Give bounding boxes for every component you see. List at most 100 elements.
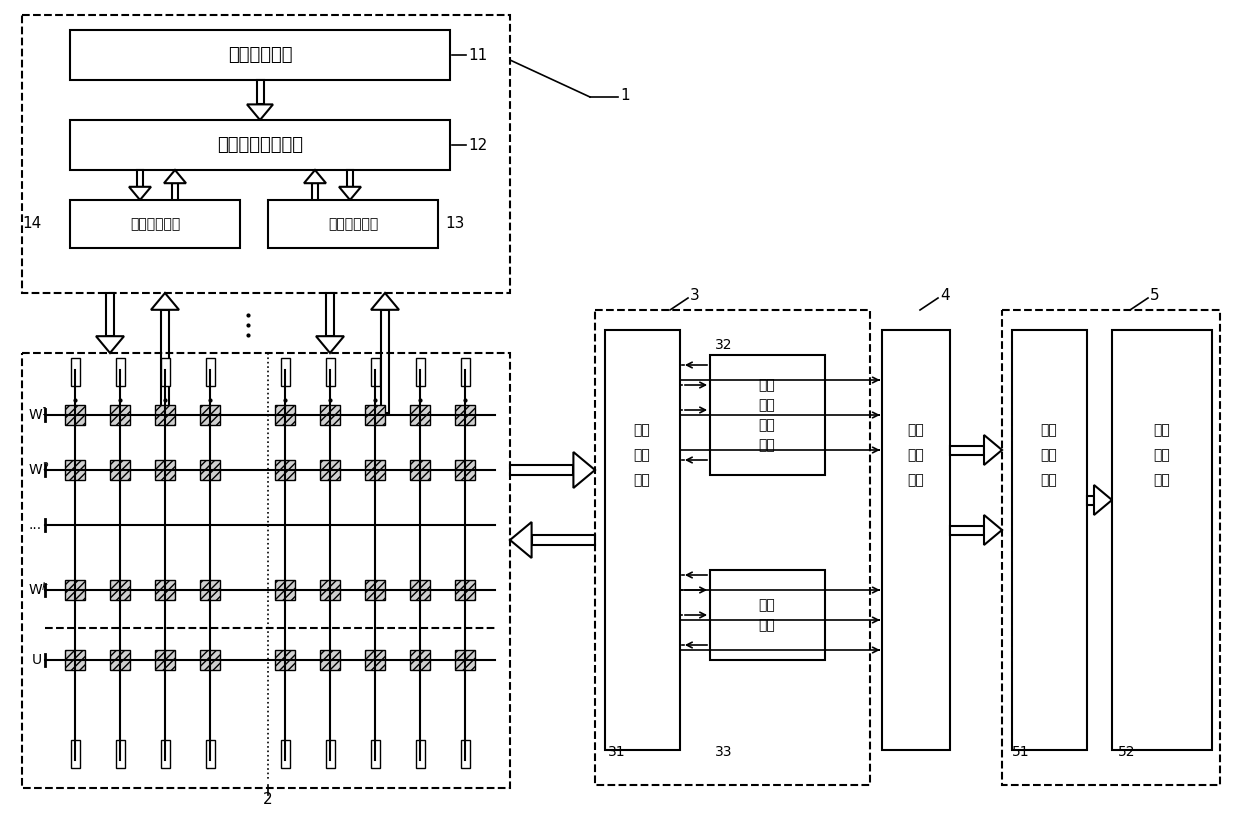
Bar — [325, 358, 335, 386]
Bar — [1112, 330, 1211, 750]
Text: 2: 2 — [263, 792, 273, 808]
Polygon shape — [1094, 485, 1112, 515]
Text: 12: 12 — [467, 138, 487, 152]
Bar — [22, 353, 510, 788]
Bar — [69, 200, 241, 248]
Text: U: U — [32, 653, 42, 667]
Bar — [64, 580, 86, 600]
Text: 3: 3 — [689, 288, 699, 302]
Bar — [410, 580, 430, 600]
Polygon shape — [95, 337, 124, 353]
Bar — [410, 405, 430, 425]
Text: 单元: 单元 — [634, 473, 650, 487]
Text: 1: 1 — [42, 407, 48, 417]
Bar — [69, 30, 450, 80]
Text: 1: 1 — [620, 87, 630, 103]
Text: 数据: 数据 — [908, 423, 924, 437]
Text: 第二缓存单元: 第二缓存单元 — [130, 217, 180, 231]
Bar — [532, 535, 595, 545]
Bar — [320, 460, 340, 480]
Bar — [136, 170, 143, 187]
Bar — [110, 580, 130, 600]
Bar — [115, 358, 124, 386]
Text: 13: 13 — [445, 217, 464, 231]
Bar — [711, 355, 825, 475]
Bar — [950, 526, 985, 535]
Bar — [105, 293, 114, 337]
Text: 11: 11 — [467, 47, 487, 63]
Bar — [455, 580, 475, 600]
Bar — [1002, 310, 1220, 785]
Polygon shape — [985, 515, 1002, 545]
Bar — [455, 405, 475, 425]
Text: 31: 31 — [608, 745, 626, 759]
Bar — [200, 460, 219, 480]
Bar — [510, 465, 573, 475]
Bar — [365, 460, 384, 480]
Bar — [110, 405, 130, 425]
Bar — [22, 15, 510, 293]
Bar — [320, 650, 340, 670]
Text: 单元: 单元 — [759, 438, 775, 452]
Bar — [160, 358, 170, 386]
Bar — [950, 446, 985, 455]
Bar — [200, 580, 219, 600]
Bar — [110, 460, 130, 480]
Polygon shape — [151, 293, 179, 310]
Bar — [320, 580, 340, 600]
Text: 第三: 第三 — [634, 423, 650, 437]
Polygon shape — [371, 293, 399, 310]
Text: 模块: 模块 — [908, 473, 924, 487]
Polygon shape — [339, 187, 361, 200]
Bar — [257, 80, 263, 104]
Bar — [410, 460, 430, 480]
Bar — [155, 460, 175, 480]
Bar — [365, 405, 384, 425]
Bar — [415, 740, 424, 768]
Bar — [280, 358, 289, 386]
Bar — [365, 580, 384, 600]
Bar — [160, 740, 170, 768]
Bar — [64, 405, 86, 425]
Bar — [155, 650, 175, 670]
Bar — [1087, 496, 1094, 504]
Bar — [71, 740, 79, 768]
Bar — [325, 740, 335, 768]
Bar — [415, 358, 424, 386]
Bar — [275, 580, 295, 600]
Bar — [326, 293, 334, 337]
Bar — [371, 358, 379, 386]
Bar — [69, 120, 450, 170]
Bar — [275, 650, 295, 670]
Bar — [206, 740, 215, 768]
Bar — [110, 650, 130, 670]
Bar — [347, 170, 353, 187]
Polygon shape — [573, 452, 595, 488]
Text: 32: 32 — [715, 338, 733, 352]
Bar — [455, 460, 475, 480]
Polygon shape — [129, 187, 151, 200]
Text: 数据输入单元: 数据输入单元 — [228, 46, 293, 64]
Text: 第一读写编码单元: 第一读写编码单元 — [217, 136, 303, 154]
Text: ...: ... — [29, 518, 42, 532]
Bar — [275, 460, 295, 480]
Text: 第二: 第二 — [759, 378, 775, 392]
Text: 33: 33 — [715, 745, 733, 759]
Polygon shape — [316, 337, 343, 353]
Text: 比较: 比较 — [908, 448, 924, 462]
Bar — [71, 358, 79, 386]
Text: 单元: 单元 — [1040, 473, 1058, 487]
Bar — [268, 200, 438, 248]
Text: 缓存: 缓存 — [1040, 448, 1058, 462]
Bar — [455, 650, 475, 670]
Text: 缓存: 缓存 — [634, 448, 650, 462]
Text: k: k — [42, 582, 47, 592]
Bar — [64, 650, 86, 670]
Bar — [155, 405, 175, 425]
Polygon shape — [985, 435, 1002, 465]
Bar — [155, 580, 175, 600]
Polygon shape — [247, 104, 273, 120]
Polygon shape — [164, 170, 186, 183]
Bar — [1012, 330, 1087, 750]
Text: 结果: 结果 — [1153, 423, 1171, 437]
